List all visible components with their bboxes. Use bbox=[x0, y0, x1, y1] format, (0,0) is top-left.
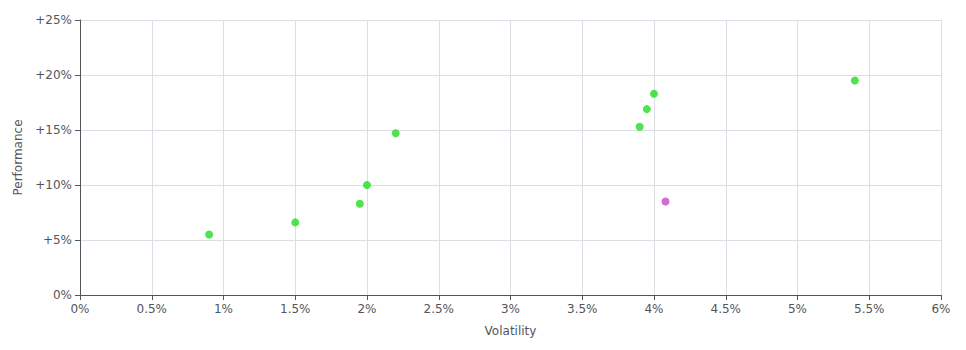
svg-text:0%: 0% bbox=[70, 302, 89, 316]
svg-text:2%: 2% bbox=[357, 302, 376, 316]
svg-text:Volatility: Volatility bbox=[485, 324, 537, 338]
svg-text:3%: 3% bbox=[501, 302, 520, 316]
svg-text:+15%: +15% bbox=[35, 123, 72, 137]
svg-text:5.5%: 5.5% bbox=[854, 302, 885, 316]
svg-text:5%: 5% bbox=[788, 302, 807, 316]
svg-text:+25%: +25% bbox=[35, 13, 72, 27]
svg-text:4.5%: 4.5% bbox=[711, 302, 742, 316]
svg-text:4%: 4% bbox=[644, 302, 663, 316]
svg-text:0%: 0% bbox=[53, 288, 72, 302]
svg-text:3.5%: 3.5% bbox=[567, 302, 598, 316]
svg-text:Performance: Performance bbox=[11, 119, 25, 195]
svg-text:+10%: +10% bbox=[35, 178, 72, 192]
svg-text:+20%: +20% bbox=[35, 68, 72, 82]
svg-text:0.5%: 0.5% bbox=[137, 302, 168, 316]
svg-text:2.5%: 2.5% bbox=[424, 302, 455, 316]
svg-text:1%: 1% bbox=[214, 302, 233, 316]
svg-text:1.5%: 1.5% bbox=[280, 302, 311, 316]
svg-text:6%: 6% bbox=[931, 302, 950, 316]
svg-text:+5%: +5% bbox=[43, 233, 72, 247]
